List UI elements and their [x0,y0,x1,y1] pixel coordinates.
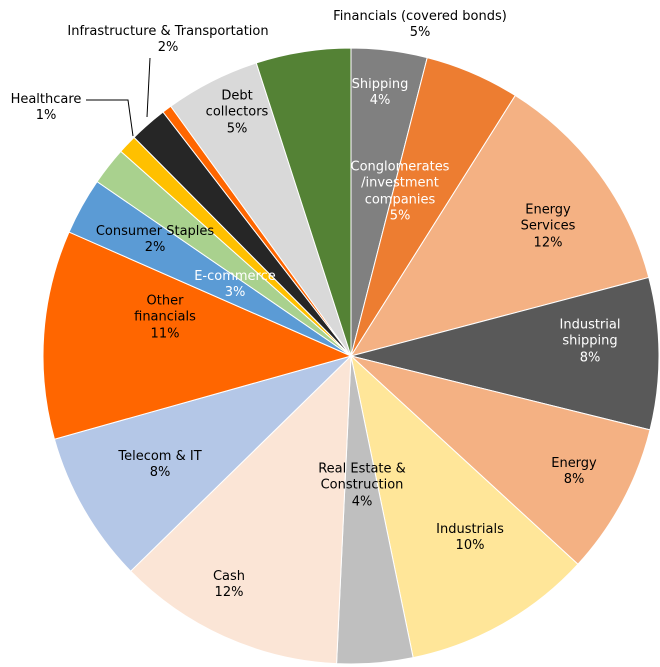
value-label: 12% [214,585,244,600]
category-label: Energy Services [520,202,576,234]
slice-label: Industrial shipping 8% [543,318,638,367]
slice-label: Shipping 4% [340,77,420,110]
slice-label: Consumer Staples 2% [75,224,235,257]
pie-slice [42,231,353,440]
category-label: Healthcare [10,91,82,107]
value-label: 5% [409,25,431,40]
pie-slice [350,355,651,565]
value-label: 4% [369,93,391,108]
value-label: 12% [533,235,563,251]
slice-label: Energy Services 12% [503,203,593,252]
value-label: 2% [157,40,179,55]
category-label: E-commerce [194,268,276,284]
pie-slice [255,47,352,357]
category-label: Financials (covered bonds) [333,8,507,24]
category-label: Infrastructure & Transportation [67,23,269,39]
value-label: 5% [389,208,411,224]
leader-line [86,99,134,137]
category-label: Consumer Staples [95,223,215,239]
slice-label: Energy 8% [534,456,614,489]
category-label: Real Estate & Construction [318,461,406,493]
value-label: 3% [224,285,246,300]
value-label: 1% [35,108,57,123]
category-label: Cash [212,568,246,584]
category-label: Shipping [351,76,409,92]
slices [42,47,660,665]
slice-label: Financials (covered bonds) 5% [295,9,545,42]
value-label: 8% [149,465,171,480]
pie-slice [53,355,352,572]
value-label: 10% [455,538,485,553]
category-label: Other financials [134,293,196,325]
slice-label: Infrastructure & Transportation 2% [23,24,313,57]
slice-label: Industrials 10% [420,522,520,555]
value-label: 8% [579,350,601,366]
slice-label: Healthcare 1% [0,92,96,125]
category-label: Telecom & IT [118,448,202,464]
leader-line [146,57,151,118]
category-label: Conglomerates /investment companies [350,159,450,208]
slice-label: Debt collectors 5% [197,89,277,138]
slice-label: Cash 12% [189,569,269,602]
value-label: 5% [226,121,248,137]
pie-slice [349,94,650,357]
slice-label: Other financials 11% [125,294,205,343]
value-label: 2% [144,240,166,255]
pie-slice [129,354,352,665]
category-label: Energy [551,455,597,471]
category-label: Industrials [436,521,504,537]
pie-slice [350,276,660,431]
value-label: 11% [150,326,180,342]
slice-label: E-commerce 3% [185,269,285,302]
value-label: 4% [351,494,373,510]
slice-label: Conglomerates /investment companies 5% [340,160,460,225]
slice-label: Real Estate & Construction 4% [300,462,425,511]
slice-label: Telecom & IT 8% [95,449,225,482]
category-label: Debt collectors [205,88,269,120]
value-label: 8% [563,472,585,487]
category-label: Industrial shipping [559,317,621,349]
pie-slice [350,354,579,659]
